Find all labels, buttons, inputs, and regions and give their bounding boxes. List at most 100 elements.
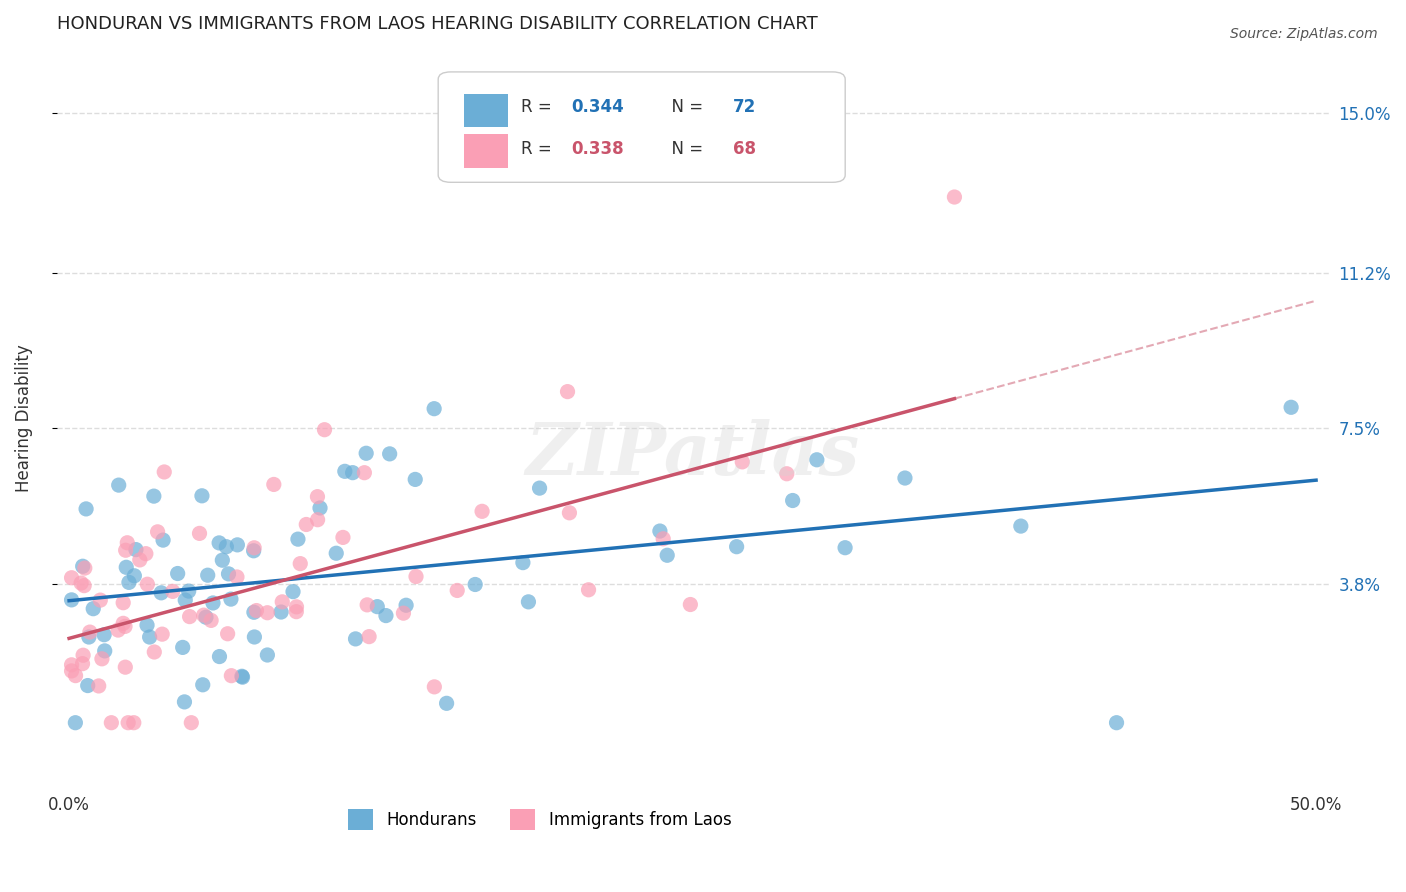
Y-axis label: Hearing Disability: Hearing Disability — [15, 344, 32, 491]
Hondurans — [150, 586, 173, 600]
Immigrants from Laos — [392, 606, 415, 620]
Immigrants from Laos — [114, 619, 136, 633]
Immigrants from Laos — [162, 584, 184, 599]
Hondurans — [281, 584, 304, 599]
Immigrants from Laos — [179, 609, 201, 624]
Hondurans — [208, 649, 231, 664]
Immigrants from Laos — [90, 652, 112, 666]
Immigrants from Laos — [135, 547, 157, 561]
Immigrants from Laos — [128, 553, 150, 567]
Hondurans — [115, 560, 138, 574]
Hondurans — [1279, 401, 1302, 415]
Hondurans — [194, 610, 217, 624]
Immigrants from Laos — [405, 569, 427, 583]
Immigrants from Laos — [578, 582, 600, 597]
Hondurans — [65, 715, 87, 730]
Hondurans — [219, 592, 242, 607]
Hondurans — [333, 464, 356, 478]
Bar — [464, 94, 508, 127]
Hondurans — [243, 605, 266, 619]
Hondurans — [529, 481, 551, 495]
Immigrants from Laos — [117, 715, 139, 730]
Immigrants from Laos — [114, 660, 136, 674]
Hondurans — [725, 540, 748, 554]
Text: R =: R = — [520, 98, 557, 116]
Immigrants from Laos — [72, 657, 94, 671]
Immigrants from Laos — [65, 668, 87, 682]
Hondurans — [436, 696, 458, 710]
Immigrants from Laos — [107, 623, 129, 637]
Immigrants from Laos — [295, 517, 318, 532]
Immigrants from Laos — [423, 680, 446, 694]
Immigrants from Laos — [217, 626, 239, 640]
Hondurans — [287, 532, 309, 546]
Hondurans — [125, 542, 148, 557]
Hondurans — [782, 493, 804, 508]
Hondurans — [215, 540, 238, 554]
Immigrants from Laos — [226, 570, 249, 584]
Hondurans — [894, 471, 917, 485]
Immigrants from Laos — [180, 715, 202, 730]
Hondurans — [173, 695, 195, 709]
Immigrants from Laos — [60, 657, 83, 672]
Legend: Hondurans, Immigrants from Laos: Hondurans, Immigrants from Laos — [342, 803, 738, 837]
Hondurans — [806, 452, 828, 467]
Immigrants from Laos — [153, 465, 176, 479]
Immigrants from Laos — [112, 596, 135, 610]
Hondurans — [166, 566, 188, 581]
Immigrants from Laos — [359, 630, 381, 644]
Bar — [464, 135, 508, 168]
Immigrants from Laos — [652, 532, 675, 546]
Immigrants from Laos — [112, 616, 135, 631]
Immigrants from Laos — [557, 384, 579, 399]
Hondurans — [93, 644, 115, 658]
Hondurans — [512, 556, 534, 570]
Hondurans — [366, 599, 388, 614]
Immigrants from Laos — [285, 605, 308, 619]
Text: N =: N = — [661, 140, 709, 158]
Hondurans — [657, 548, 679, 562]
Hondurans — [191, 489, 214, 503]
Immigrants from Laos — [60, 664, 83, 678]
Immigrants from Laos — [100, 715, 122, 730]
Hondurans — [256, 648, 278, 662]
Hondurans — [464, 577, 486, 591]
Immigrants from Laos — [87, 679, 110, 693]
Immigrants from Laos — [776, 467, 799, 481]
Hondurans — [174, 593, 197, 607]
Immigrants from Laos — [356, 598, 378, 612]
Text: Source: ZipAtlas.com: Source: ZipAtlas.com — [1230, 27, 1378, 41]
Hondurans — [270, 605, 292, 619]
Hondurans — [517, 595, 540, 609]
Hondurans — [325, 546, 347, 560]
Hondurans — [354, 446, 377, 460]
Immigrants from Laos — [290, 557, 312, 571]
Text: 72: 72 — [734, 98, 756, 116]
Immigrants from Laos — [243, 541, 266, 555]
Immigrants from Laos — [117, 535, 139, 549]
Text: 0.338: 0.338 — [572, 140, 624, 158]
Hondurans — [423, 401, 446, 416]
Immigrants from Laos — [114, 543, 136, 558]
Text: 0.344: 0.344 — [572, 98, 624, 116]
Immigrants from Laos — [353, 466, 375, 480]
Immigrants from Laos — [256, 606, 278, 620]
Hondurans — [231, 669, 253, 683]
Hondurans — [344, 632, 367, 646]
Hondurans — [136, 618, 159, 632]
Hondurans — [60, 593, 83, 607]
Text: ZIPatlas: ZIPatlas — [526, 419, 859, 490]
Hondurans — [191, 678, 214, 692]
Hondurans — [152, 533, 174, 548]
Immigrants from Laos — [285, 599, 308, 614]
Hondurans — [404, 472, 426, 486]
Hondurans — [242, 543, 264, 558]
Immigrants from Laos — [73, 579, 96, 593]
Immigrants from Laos — [146, 524, 169, 539]
Hondurans — [395, 599, 418, 613]
Immigrants from Laos — [200, 614, 222, 628]
Hondurans — [309, 500, 332, 515]
Immigrants from Laos — [679, 598, 702, 612]
Hondurans — [208, 536, 231, 550]
Hondurans — [124, 569, 146, 583]
